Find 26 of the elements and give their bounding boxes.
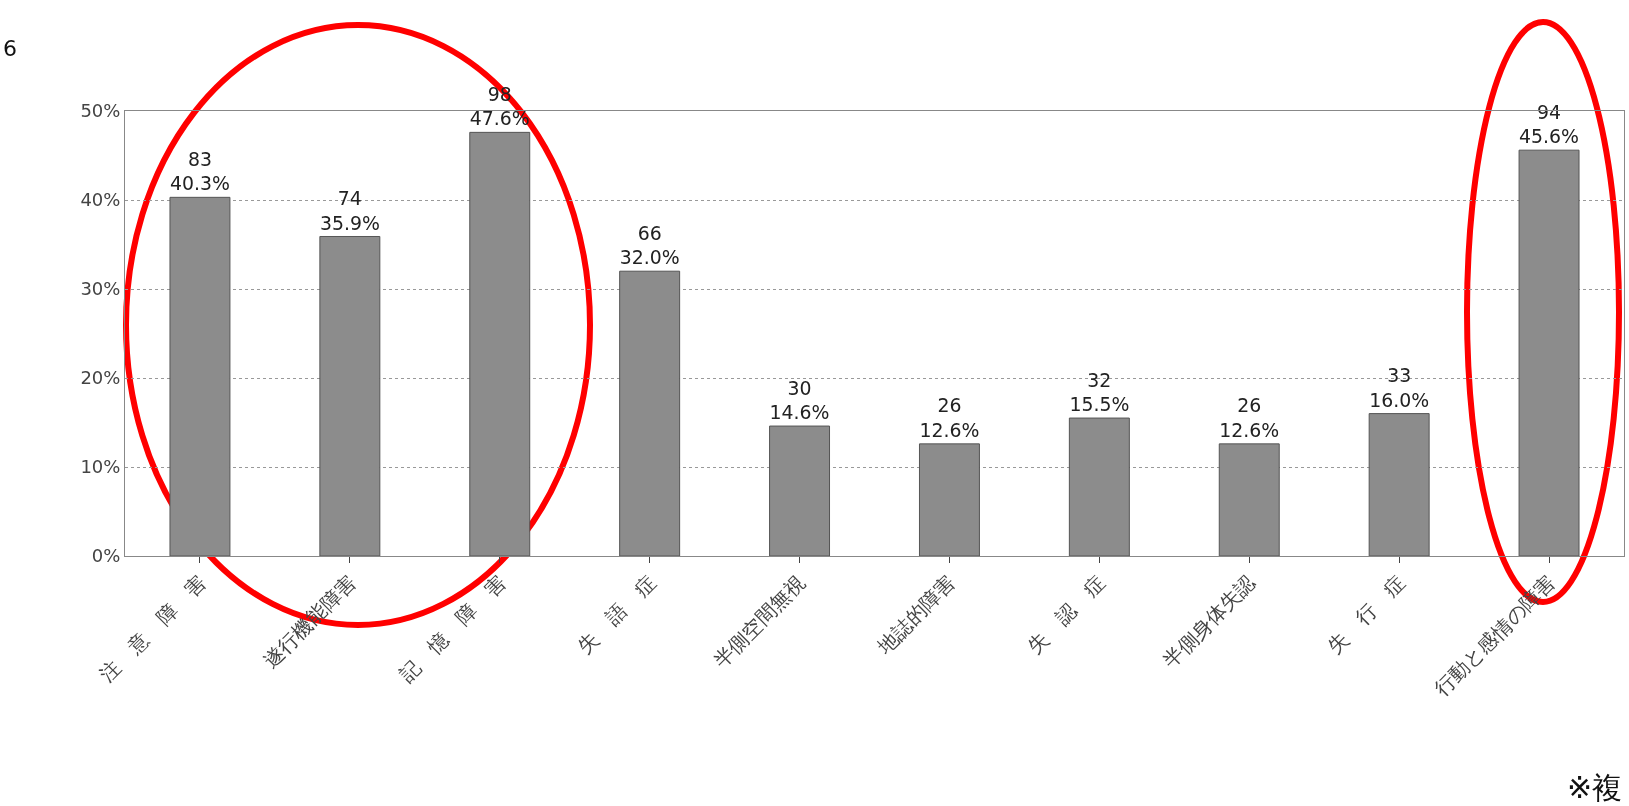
data-label: 26 12.6%	[1219, 394, 1280, 441]
x-tick-label: 失 語 症	[572, 570, 661, 659]
y-tick-label: 50%	[80, 100, 121, 122]
y-tick-label: 10%	[80, 456, 121, 478]
y-tick-label: 40%	[80, 189, 121, 211]
x-tick-label: 地誌的障害	[871, 570, 961, 660]
data-label: 32 15.5%	[1069, 368, 1130, 416]
data-label: 30 14.6%	[769, 376, 830, 424]
data-label: 26 12.6%	[919, 394, 980, 441]
y-tick-label: 30%	[80, 278, 121, 300]
y-tick-label: 20%	[80, 367, 121, 389]
x-tick-label: 行動と感情の障害	[1429, 570, 1560, 701]
text: 6	[3, 36, 17, 61]
x-tick-label: 遂行機能障害	[258, 570, 361, 673]
x-tick-label: 注 意 障 害	[94, 570, 211, 687]
x-tick-label: 半側空間無視	[708, 570, 811, 673]
data-label: 33 16.0%	[1369, 364, 1430, 411]
data-label: 83 40.3%	[169, 147, 230, 195]
data-label: 74 35.9%	[319, 186, 380, 234]
data-label: 66 32.0%	[619, 221, 680, 269]
x-tick-label: 失 認 症	[1022, 570, 1110, 659]
x-tick-label: 失 行 症	[1322, 570, 1410, 659]
x-tick-label: 記 憶 障 害	[394, 570, 511, 687]
y-tick-label: 0%	[91, 545, 121, 567]
x-tick-label: 半側身体失認	[1158, 570, 1260, 673]
text: ※複	[1567, 770, 1623, 805]
